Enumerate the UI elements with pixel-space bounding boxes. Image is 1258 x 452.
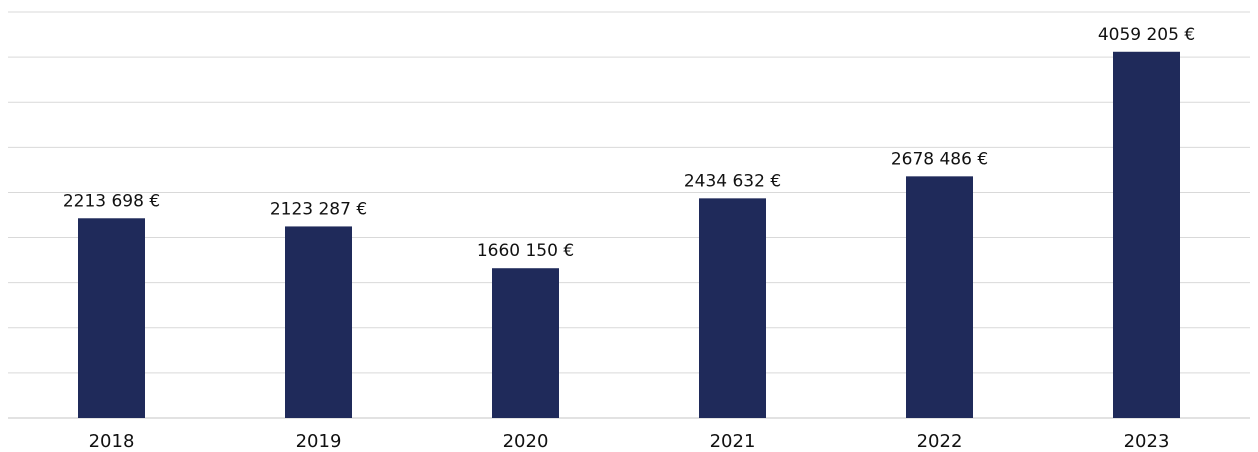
data-labels: 2213 698 € 2123 287 € 1660 150 € 2434 632 €…: [63, 25, 1195, 261]
x-tick-label-2020: 2020: [503, 431, 549, 452]
data-label-2019: 2123 287 €: [270, 199, 367, 219]
data-label-2021: 2434 632 €: [684, 171, 781, 191]
data-label-2018: 2213 698 €: [63, 191, 160, 211]
gridlines: [8, 11, 1250, 419]
bars: [78, 51, 1180, 419]
data-label-2020: 1660 150 €: [477, 241, 574, 261]
bar-2023: [1113, 51, 1180, 419]
x-tick-label-2023: 2023: [1124, 431, 1170, 452]
x-tick-label-2022: 2022: [917, 431, 963, 452]
bar-2018: [78, 218, 145, 418]
data-label-2023: 4059 205 €: [1098, 25, 1195, 45]
x-axis-ticks: 2018 2019 2020 2021 2022 2023: [89, 431, 1170, 452]
data-label-2022: 2678 486 €: [891, 149, 988, 169]
bar-2019: [285, 226, 352, 418]
x-tick-label-2021: 2021: [710, 431, 756, 452]
bar-2022: [906, 176, 973, 418]
bar-2020: [492, 268, 559, 418]
x-tick-label-2018: 2018: [89, 431, 135, 452]
bar-2021: [699, 198, 766, 418]
x-tick-label-2019: 2019: [296, 431, 342, 452]
